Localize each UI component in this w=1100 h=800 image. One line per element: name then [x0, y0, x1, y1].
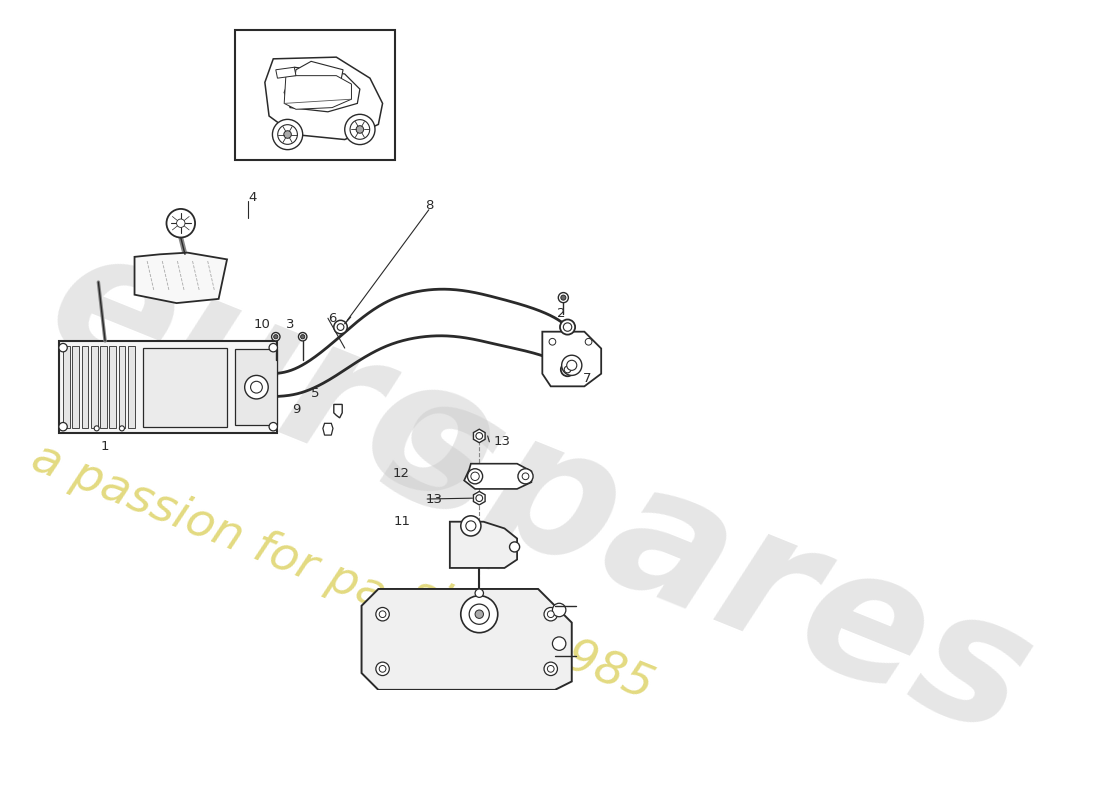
Text: 7: 7 — [583, 372, 591, 386]
Circle shape — [475, 610, 484, 618]
Text: 10: 10 — [254, 318, 271, 330]
Circle shape — [273, 119, 303, 150]
Text: spares: spares — [362, 355, 1055, 772]
Text: 8: 8 — [425, 199, 433, 212]
Circle shape — [333, 320, 348, 334]
Circle shape — [284, 130, 292, 138]
Circle shape — [544, 607, 558, 621]
Bar — [59, 341, 277, 434]
Circle shape — [518, 469, 534, 484]
Circle shape — [270, 422, 277, 431]
Text: euro: euro — [25, 210, 521, 547]
Polygon shape — [265, 57, 383, 139]
Bar — [81, 346, 88, 428]
Bar — [73, 346, 79, 428]
Circle shape — [95, 426, 99, 431]
Polygon shape — [450, 522, 517, 568]
Circle shape — [177, 219, 185, 227]
Circle shape — [471, 472, 480, 481]
Bar — [235, 30, 395, 160]
Circle shape — [59, 422, 67, 431]
Polygon shape — [295, 62, 343, 86]
Text: 3: 3 — [286, 318, 295, 330]
Text: 2: 2 — [558, 306, 565, 320]
Circle shape — [561, 362, 574, 376]
Circle shape — [476, 433, 483, 439]
Circle shape — [277, 125, 297, 144]
Text: 4: 4 — [249, 190, 256, 204]
Circle shape — [356, 126, 364, 134]
Circle shape — [562, 355, 582, 375]
Bar — [63, 346, 69, 428]
Polygon shape — [362, 589, 572, 690]
Polygon shape — [284, 67, 360, 112]
Text: 1: 1 — [101, 439, 109, 453]
Polygon shape — [542, 332, 602, 386]
Polygon shape — [284, 76, 352, 110]
Bar — [109, 346, 116, 428]
Bar — [91, 346, 98, 428]
Circle shape — [244, 375, 268, 399]
Circle shape — [338, 324, 344, 330]
Circle shape — [274, 334, 278, 339]
Circle shape — [563, 323, 572, 331]
Circle shape — [564, 366, 571, 373]
Circle shape — [544, 662, 558, 675]
Text: 6: 6 — [328, 312, 337, 325]
Circle shape — [350, 120, 370, 139]
Text: 9: 9 — [292, 403, 300, 416]
Circle shape — [561, 295, 565, 300]
Circle shape — [298, 333, 307, 341]
Circle shape — [522, 473, 529, 480]
Circle shape — [566, 360, 576, 370]
Polygon shape — [276, 67, 296, 78]
Text: since 1985: since 1985 — [404, 570, 660, 709]
Polygon shape — [333, 405, 342, 418]
Circle shape — [461, 516, 481, 536]
Circle shape — [559, 293, 569, 302]
Circle shape — [548, 611, 554, 618]
Text: 12: 12 — [393, 467, 409, 480]
Circle shape — [376, 607, 389, 621]
Text: 11: 11 — [394, 515, 410, 528]
Bar — [143, 348, 227, 426]
Polygon shape — [473, 491, 485, 505]
Circle shape — [272, 333, 280, 341]
Circle shape — [166, 209, 195, 238]
Circle shape — [300, 334, 305, 339]
Text: 5: 5 — [311, 387, 320, 400]
Circle shape — [379, 666, 386, 672]
Bar — [235, 350, 277, 425]
Circle shape — [475, 589, 484, 598]
Circle shape — [465, 521, 476, 531]
Circle shape — [270, 343, 277, 352]
Circle shape — [379, 611, 386, 618]
Polygon shape — [464, 464, 531, 489]
Circle shape — [470, 604, 490, 624]
Bar — [128, 346, 134, 428]
Circle shape — [59, 343, 67, 352]
Circle shape — [251, 382, 262, 393]
Circle shape — [560, 319, 575, 334]
Text: 13: 13 — [494, 435, 510, 448]
Circle shape — [461, 596, 498, 633]
Text: a passion for parts: a passion for parts — [25, 435, 451, 642]
Polygon shape — [323, 423, 333, 435]
Bar — [100, 346, 107, 428]
Circle shape — [120, 426, 124, 431]
Polygon shape — [134, 253, 227, 303]
Circle shape — [548, 666, 554, 672]
Circle shape — [468, 469, 483, 484]
Text: 13: 13 — [426, 493, 442, 506]
Bar — [119, 346, 125, 428]
Circle shape — [376, 662, 389, 675]
Circle shape — [585, 338, 592, 345]
Polygon shape — [473, 430, 485, 442]
Circle shape — [476, 494, 483, 502]
Circle shape — [552, 603, 565, 617]
Circle shape — [344, 114, 375, 145]
Circle shape — [552, 637, 565, 650]
Circle shape — [509, 542, 519, 552]
Circle shape — [549, 338, 556, 345]
